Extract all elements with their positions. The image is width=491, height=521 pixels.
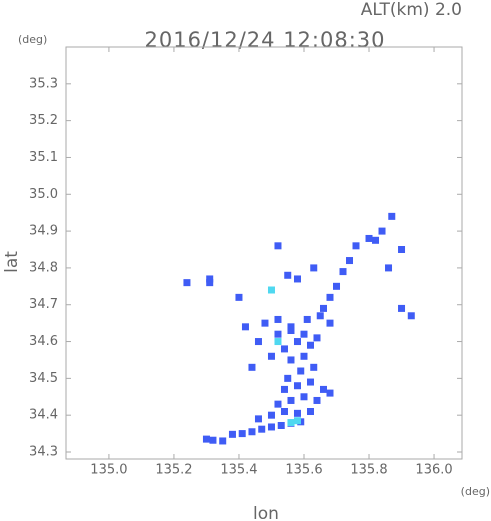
echo-cell: [310, 363, 318, 371]
echo-cell: [287, 356, 295, 364]
y-axis-label: lat: [2, 251, 22, 273]
y-unit: (deg): [18, 33, 47, 46]
echo-cell: [313, 396, 321, 404]
echo-cell: [202, 435, 210, 443]
y-tick-label: 35.3: [29, 76, 58, 91]
x-tick-label: 135.4: [220, 463, 257, 478]
y-tick-label: 35.2: [29, 113, 58, 128]
echo-cell: [254, 338, 262, 346]
echo-cell: [267, 423, 275, 431]
echo-cell: [372, 236, 380, 244]
echo-cell: [258, 425, 266, 433]
echo-cell: [254, 415, 262, 423]
echo-cell: [346, 257, 354, 265]
x-tick-label: 135.0: [90, 463, 127, 478]
x-tick-label: 135.8: [350, 463, 387, 478]
plot-frame: [65, 46, 463, 460]
y-tick-label: 34.8: [29, 260, 58, 275]
echo-cell: [274, 242, 282, 250]
x-unit: (deg): [461, 485, 490, 498]
y-tick-label: 34.3: [29, 445, 58, 460]
y-tick-label: 34.7: [29, 297, 58, 312]
echo-cell: [306, 341, 314, 349]
x-axis-label: lon: [253, 504, 279, 521]
echo-cell: [326, 293, 334, 301]
echo-cell: [280, 385, 288, 393]
echo-cell: [274, 400, 282, 408]
echo-cell: [280, 408, 288, 416]
echo-cell: [293, 417, 301, 425]
echo-cell: [261, 319, 269, 327]
echo-cell: [303, 315, 311, 323]
echo-cell: [248, 428, 256, 436]
x-tick-label: 135.6: [285, 463, 322, 478]
echo-cell: [398, 246, 406, 254]
echo-cell: [300, 352, 308, 360]
y-tick-label: 34.9: [29, 224, 58, 239]
echo-cell: [333, 282, 341, 290]
echo-cell: [316, 312, 324, 320]
y-tick-label: 35.1: [29, 150, 58, 165]
echo-cell: [293, 338, 301, 346]
x-tick-label: 135.2: [155, 463, 192, 478]
echo-cell: [238, 430, 246, 438]
echo-cell: [284, 374, 292, 382]
echo-cell: [274, 315, 282, 323]
echo-cell: [407, 312, 415, 320]
echo-cell: [388, 212, 396, 220]
echo-cell: [228, 430, 236, 438]
chart-subtitle: ALT(km) 2.0: [361, 0, 462, 20]
echo-cell: [219, 437, 227, 445]
echo-cell: [267, 411, 275, 419]
echo-cell: [235, 293, 243, 301]
echo-cell: [280, 345, 288, 353]
echo-cell: [319, 385, 327, 393]
echo-cell: [277, 421, 285, 429]
y-tick-label: 34.5: [29, 371, 58, 386]
echo-cell: [385, 264, 393, 272]
chart-title: 2016/12/24 12:08:30: [144, 28, 385, 52]
echo-cell: [326, 389, 334, 397]
echo-cell: [183, 279, 191, 287]
echo-cell: [306, 408, 314, 416]
echo-cell: [297, 367, 305, 375]
echo-cell: [310, 264, 318, 272]
x-tick-label: 136.0: [415, 463, 452, 478]
echo-cell: [287, 419, 295, 427]
y-tick-label: 34.4: [29, 408, 58, 423]
echo-cell: [300, 330, 308, 338]
echo-cell: [398, 304, 406, 312]
echo-cell: [352, 242, 360, 250]
echo-cell: [274, 338, 282, 346]
echo-cell: [339, 268, 347, 276]
echo-cell: [300, 393, 308, 401]
echo-cell: [293, 275, 301, 283]
y-tick-label: 34.6: [29, 334, 58, 349]
echo-cell: [287, 323, 295, 331]
echo-cell: [267, 286, 275, 294]
y-tick-label: 35.0: [29, 187, 58, 202]
echo-cell: [209, 436, 217, 444]
echo-cell: [206, 279, 214, 287]
echo-cell: [274, 330, 282, 338]
echo-cell: [293, 409, 301, 417]
echo-cell: [378, 227, 386, 235]
echo-cell: [306, 378, 314, 386]
echo-cell: [267, 352, 275, 360]
echo-cell: [206, 275, 214, 283]
echo-cell: [313, 334, 321, 342]
echo-cell: [326, 319, 334, 327]
echo-cell: [284, 271, 292, 279]
echo-cell: [319, 304, 327, 312]
echo-cell: [365, 234, 373, 242]
echo-cell: [241, 323, 249, 331]
echo-cell: [248, 363, 256, 371]
echo-cell: [287, 327, 295, 335]
echo-cell: [287, 396, 295, 404]
echo-cell: [293, 382, 301, 390]
